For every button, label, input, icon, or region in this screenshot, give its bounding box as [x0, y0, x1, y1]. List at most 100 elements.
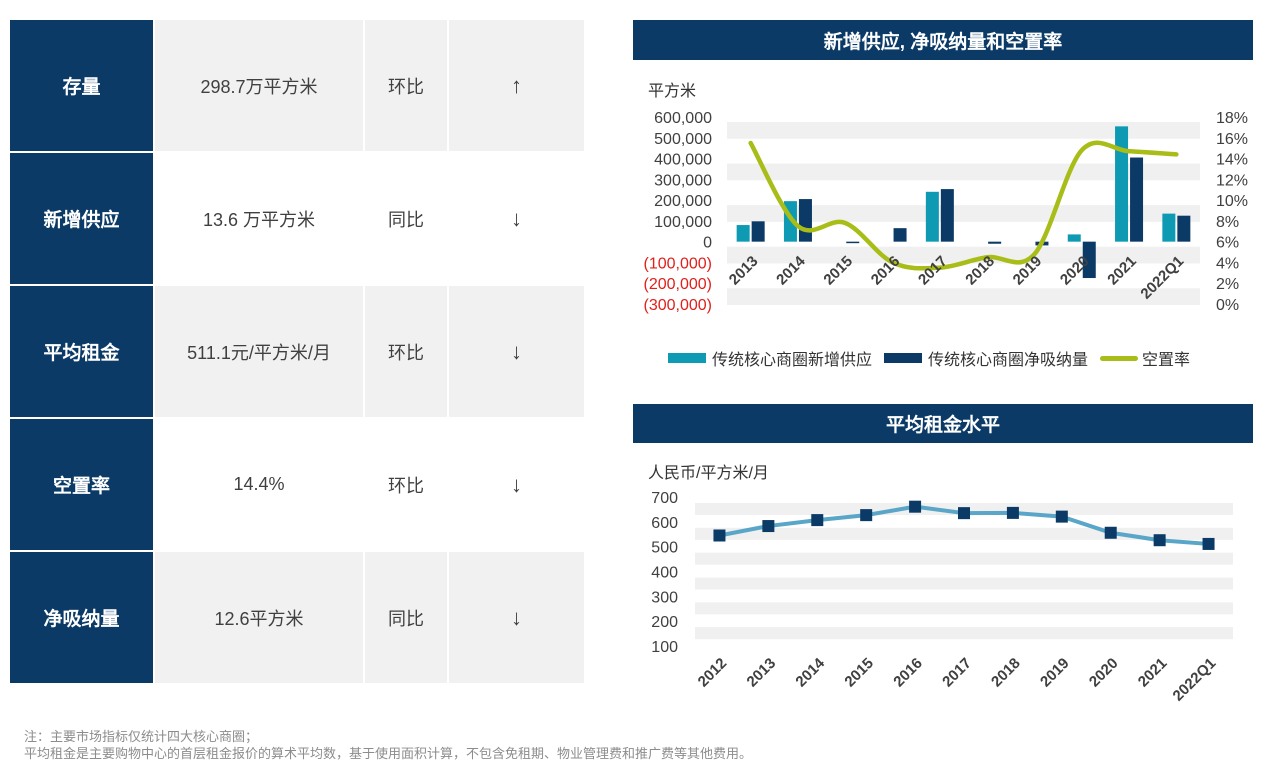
legend-swatch-absorption: [884, 353, 923, 363]
y-tick-label: 700: [651, 490, 678, 507]
kpi-name: 新增供应: [10, 153, 153, 284]
rent-point: [1202, 537, 1215, 550]
x-tick-label: 2013: [744, 655, 780, 691]
x-tick-label: 2019: [1037, 655, 1073, 691]
rent-point: [958, 507, 970, 520]
supply-chart-unit: 平方米: [648, 83, 697, 100]
legend-item-absorption: 传统核心商圈净吸纳量: [884, 346, 1088, 370]
x-tick-label: 2015: [841, 655, 877, 691]
grid-band: [695, 627, 1233, 640]
bar-absorption: [893, 228, 907, 242]
y-tick-label: 300: [651, 589, 678, 606]
y-tick-label: 300,000: [654, 172, 712, 189]
y-tick-label: (100,000): [644, 255, 713, 272]
kpi-row: 新增供应 13.6 万平方米 同比 ↓: [10, 153, 586, 284]
grid-band: [727, 122, 1200, 139]
rent-point: [1006, 506, 1019, 519]
bar-supply: [736, 225, 750, 242]
legend-swatch-supply: [668, 353, 706, 363]
x-tick-label: 2014: [792, 654, 828, 690]
bar-absorption: [988, 241, 1002, 244]
bar-supply: [925, 191, 939, 242]
rent-point: [811, 514, 824, 527]
bar-absorption: [1130, 157, 1144, 242]
x-tick-label: 2012: [695, 655, 731, 691]
y-tick-label: 500: [651, 540, 678, 557]
x-tick-label: 2021: [1135, 655, 1171, 691]
rent-point: [1055, 510, 1068, 523]
bar-supply: [1162, 213, 1176, 242]
y-tick-label: 500,000: [654, 131, 712, 148]
y2-tick-label: 2%: [1216, 276, 1239, 293]
y2-tick-label: 8%: [1216, 214, 1239, 231]
y-tick-label: 200: [651, 614, 678, 631]
footnote-1: 注：主要市场指标仅统计四大核心商圈；: [24, 729, 259, 744]
legend-item-supply: 传统核心商圈新增供应: [668, 346, 872, 370]
y2-tick-label: 14%: [1216, 152, 1248, 169]
kpi-value: 298.7万平方米: [155, 20, 363, 151]
kpi-row: 存量 298.7万平方米 环比 ↑: [10, 20, 586, 151]
kpi-row: 空置率 14.4% 环比 ↓: [10, 419, 586, 550]
kpi-name: 存量: [10, 20, 153, 151]
legend-label-absorption: 传统核心商圈净吸纳量: [928, 352, 1089, 369]
grid-band: [695, 527, 1233, 540]
kpi-trend-arrow: ↓: [449, 552, 584, 683]
rent-point: [713, 529, 726, 542]
grid-band: [695, 577, 1233, 590]
bar-supply: [1067, 234, 1081, 242]
rent-point: [909, 500, 922, 513]
legend-item-vacancy: 空置率: [1100, 346, 1190, 370]
y-tick-label: 100,000: [654, 214, 712, 231]
kpi-compare: 环比: [365, 419, 447, 550]
grid-band: [727, 246, 1200, 264]
y-tick-label: 100: [651, 639, 678, 656]
y-tick-label: 400,000: [654, 152, 712, 169]
rent-point: [1153, 534, 1166, 547]
y2-tick-label: 12%: [1216, 172, 1248, 189]
kpi-trend-arrow: ↓: [449, 419, 584, 550]
legend-label-supply: 传统核心商圈新增供应: [712, 352, 873, 369]
rent-chart-title: 平均租金水平: [633, 404, 1253, 443]
y2-tick-label: 4%: [1216, 255, 1239, 272]
grid-band: [727, 205, 1200, 222]
y2-tick-label: 6%: [1216, 235, 1239, 252]
kpi-row: 净吸纳量 12.6平方米 同比 ↓: [10, 552, 586, 683]
y2-tick-label: 0%: [1216, 297, 1239, 314]
y-tick-label: (300,000): [644, 297, 713, 314]
bar-absorption: [940, 189, 954, 242]
bar-supply: [1115, 126, 1129, 242]
legend-label-vacancy: 空置率: [1142, 352, 1191, 369]
y-tick-label: (200,000): [644, 276, 713, 293]
kpi-compare: 环比: [365, 20, 447, 151]
kpi-row: 平均租金 511.1元/平方米/月 环比 ↓: [10, 286, 586, 417]
kpi-value: 12.6平方米: [155, 552, 363, 683]
kpi-name: 空置率: [10, 419, 153, 550]
grid-band: [695, 602, 1233, 615]
kpi-name: 平均租金: [10, 286, 153, 417]
kpi-table: 存量 298.7万平方米 环比 ↑ 新增供应 13.6 万平方米 同比 ↓ 平均租金 511.1元…: [10, 20, 586, 685]
grid-band: [727, 288, 1200, 305]
rent-point: [762, 520, 775, 533]
grid-band: [727, 163, 1200, 181]
y2-tick-label: 10%: [1216, 193, 1248, 210]
x-tick-label: 2017: [939, 655, 975, 691]
y-tick-label: 0: [703, 235, 712, 252]
kpi-value: 13.6 万平方米: [155, 153, 363, 284]
legend-swatch-vacancy: [1100, 355, 1139, 361]
vacancy-rate-line: [748, 140, 1179, 271]
rent-point: [1104, 526, 1117, 539]
y-tick-label: 600: [651, 515, 678, 532]
rent-point: [860, 509, 873, 522]
bar-absorption: [1177, 215, 1191, 242]
rent-chart-unit: 人民币/平方米/月: [648, 465, 769, 482]
y2-tick-label: 18%: [1216, 110, 1248, 127]
kpi-name: 净吸纳量: [10, 552, 153, 683]
y-tick-label: 600,000: [654, 110, 712, 127]
bar-absorption: [751, 221, 765, 242]
kpi-compare: 同比: [365, 552, 447, 683]
kpi-compare: 同比: [365, 153, 447, 284]
x-tick-label: 2020: [1086, 655, 1122, 691]
kpi-trend-arrow: ↓: [449, 153, 584, 284]
